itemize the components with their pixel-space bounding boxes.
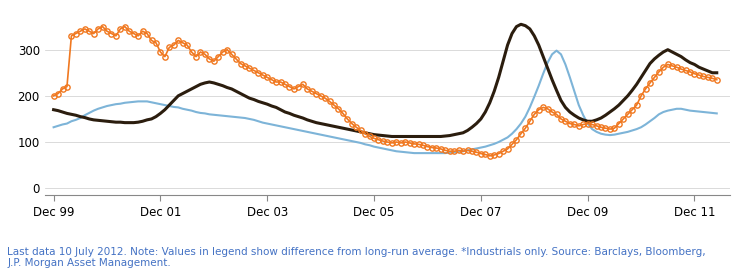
Text: Last data 10 July 2012. Note: Values in legend show difference from long-run ave: Last data 10 July 2012. Note: Values in … — [7, 247, 706, 268]
